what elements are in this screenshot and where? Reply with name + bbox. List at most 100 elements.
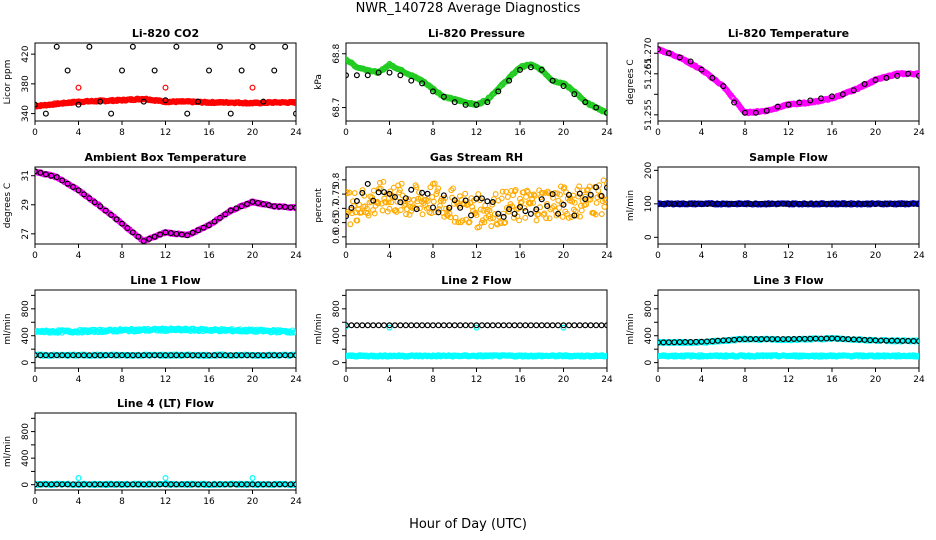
data-point	[763, 200, 770, 207]
data-point	[184, 232, 191, 239]
data-point	[531, 192, 538, 199]
x-tick-label: 16	[826, 375, 838, 385]
data-point	[839, 335, 846, 342]
data-point	[489, 322, 496, 329]
data-point	[178, 352, 185, 359]
data-point	[582, 322, 589, 329]
data-point	[500, 213, 507, 220]
data-point	[601, 203, 607, 210]
data-point	[135, 352, 142, 359]
y-tick-label: 0.7	[332, 201, 342, 215]
data-point	[451, 99, 458, 106]
data-point	[35, 168, 38, 175]
data-point	[408, 186, 415, 193]
data-point	[501, 220, 508, 227]
x-tick-label: 20	[870, 128, 882, 138]
data-point	[118, 67, 125, 74]
data-point	[550, 203, 557, 210]
data-point	[424, 322, 431, 329]
data-point	[353, 322, 360, 329]
data-point	[555, 322, 562, 329]
data-point	[151, 67, 158, 74]
data-point	[282, 352, 289, 359]
data-point	[709, 200, 716, 207]
data-point	[435, 209, 442, 216]
data-point	[550, 194, 557, 201]
data-point	[478, 322, 485, 329]
data-point	[435, 322, 442, 329]
series-magenta	[658, 45, 919, 117]
data-point	[276, 481, 283, 488]
data-point	[450, 185, 456, 192]
data-point	[419, 322, 426, 329]
plot-points	[346, 177, 607, 231]
data-point	[516, 66, 523, 73]
data-point	[108, 211, 115, 218]
data-point	[839, 91, 846, 98]
data-point	[359, 189, 366, 196]
x-tick-label: 16	[203, 128, 215, 138]
data-point	[195, 352, 202, 359]
plot-frame	[34, 42, 297, 122]
data-point	[850, 200, 857, 207]
data-point	[427, 184, 434, 191]
data-point	[587, 322, 594, 329]
data-point	[584, 187, 590, 194]
data-point	[850, 87, 857, 94]
data-point	[495, 210, 502, 217]
data-point	[910, 200, 917, 207]
data-point	[556, 205, 563, 211]
y-tick-label: 51.255	[644, 99, 654, 131]
data-point	[254, 481, 261, 488]
data-point	[828, 93, 835, 100]
data-point	[440, 93, 447, 100]
data-point	[665, 50, 672, 57]
data-point	[714, 200, 721, 207]
data-point	[604, 352, 607, 359]
data-point	[452, 214, 459, 221]
data-point	[823, 200, 830, 207]
data-point	[763, 107, 770, 114]
data-point	[466, 219, 473, 225]
data-point	[359, 322, 366, 329]
data-point	[506, 77, 513, 84]
data-point	[375, 200, 382, 207]
data-point	[720, 337, 727, 344]
data-point	[146, 352, 153, 359]
series-black	[658, 335, 919, 346]
data-point	[287, 481, 294, 488]
data-point	[582, 99, 589, 106]
data-point	[544, 203, 551, 210]
data-point	[555, 210, 562, 217]
data-point	[75, 187, 82, 194]
series-red	[75, 84, 256, 91]
data-point	[523, 193, 530, 200]
data-point	[86, 481, 93, 488]
data-point	[227, 110, 234, 117]
data-point	[388, 199, 395, 206]
data-point	[354, 217, 361, 224]
data-point	[397, 322, 404, 329]
x-tick-label: 16	[514, 128, 526, 138]
plot-points	[346, 56, 607, 116]
data-point	[282, 43, 289, 50]
series-magenta	[35, 168, 296, 244]
data-point	[271, 481, 278, 488]
data-point	[861, 81, 868, 88]
data-point	[346, 322, 349, 329]
x-tick-label: 16	[203, 251, 215, 261]
data-point	[916, 200, 919, 207]
panel-co2: Li-820 CO2 Licor ppm 0 4 8 12 16 20 24 340 380 420	[3, 27, 302, 138]
data-point	[516, 204, 523, 211]
plot-points	[35, 43, 296, 117]
y-tick-label: 27	[21, 228, 31, 239]
data-point	[568, 214, 575, 220]
data-point	[527, 210, 534, 217]
data-point	[731, 200, 738, 207]
data-point	[872, 76, 879, 83]
data-point	[518, 198, 525, 205]
panel-title: Line 4 (LT) Flow	[117, 397, 214, 410]
data-point	[386, 69, 393, 76]
data-point	[178, 481, 185, 488]
data-point	[714, 337, 721, 344]
